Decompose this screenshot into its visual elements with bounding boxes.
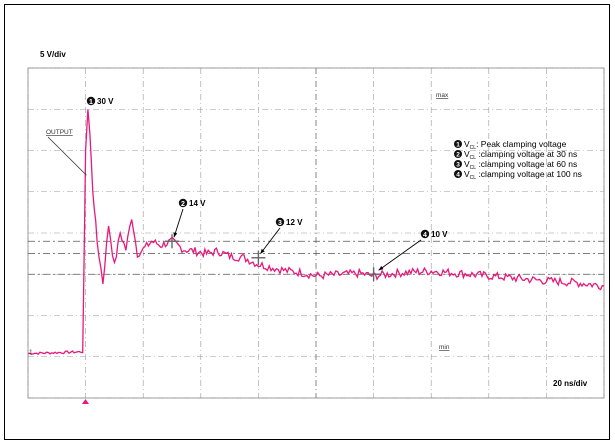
legend-entry: VCL :clamping voltage at 100 ns — [464, 169, 582, 181]
annotation-label: 30 V — [97, 97, 114, 106]
annotation-label: 12 V — [286, 218, 303, 227]
min-marker-label: min — [439, 344, 450, 351]
legend-entry: VCL :clamping voltage at 30 ns — [464, 149, 577, 161]
plot-border — [27, 67, 605, 399]
annotation-arrowhead — [173, 232, 178, 238]
vertical-scale-label: 5 V/div — [40, 50, 66, 59]
legend-number-badge — [454, 160, 462, 168]
annotation-number: 3 — [278, 220, 282, 227]
horizontal-scale-label: 20 ns/div — [553, 379, 588, 388]
annotation-label: 14 V — [189, 199, 206, 208]
legend-number-badge — [454, 170, 462, 178]
legend-number: 1 — [456, 142, 460, 149]
legend-number: 3 — [456, 162, 460, 169]
output-trace-label: OUTPUT — [46, 129, 73, 136]
reference-levels — [28, 240, 604, 275]
annotations: 1 30 V 2 14 V 3 12 V 4 10 V — [86, 96, 448, 239]
legend-number: 2 — [456, 152, 460, 159]
max-marker-label: max — [436, 92, 449, 99]
annotation-number-badge — [420, 229, 430, 239]
annotation-arrowhead — [378, 265, 384, 271]
annotation-number-badge — [86, 96, 96, 106]
legend-entry: VCL: Peak clamping voltage — [464, 139, 567, 151]
ground-marker: 1 — [29, 349, 33, 356]
annotation-arrow — [173, 208, 184, 238]
annotation-number: 4 — [423, 232, 427, 239]
annotation-number-badge — [178, 198, 188, 208]
legend: 1 VCL: Peak clamping voltage 2 VCL :clampin… — [454, 139, 582, 181]
annotation-markers — [165, 234, 381, 282]
annotation-arrow — [260, 227, 281, 255]
annotation-arrow — [378, 239, 422, 271]
legend-number-badge — [454, 150, 462, 158]
annotation-number-badge — [275, 217, 285, 227]
annotation-arrows — [47, 136, 422, 271]
trigger-marker — [82, 399, 89, 404]
legend-entry: VCL :clamping voltage at 60 ns — [464, 159, 577, 171]
trace-line — [27, 109, 605, 356]
annotation-arrowhead — [260, 248, 265, 254]
output-label-leader — [47, 136, 87, 176]
legend-number: 4 — [456, 172, 460, 179]
legend-number-badge — [454, 140, 462, 148]
annotation-label: 10 V — [431, 230, 448, 239]
annotation-number: 2 — [181, 201, 185, 208]
annotation-number: 1 — [89, 99, 93, 106]
